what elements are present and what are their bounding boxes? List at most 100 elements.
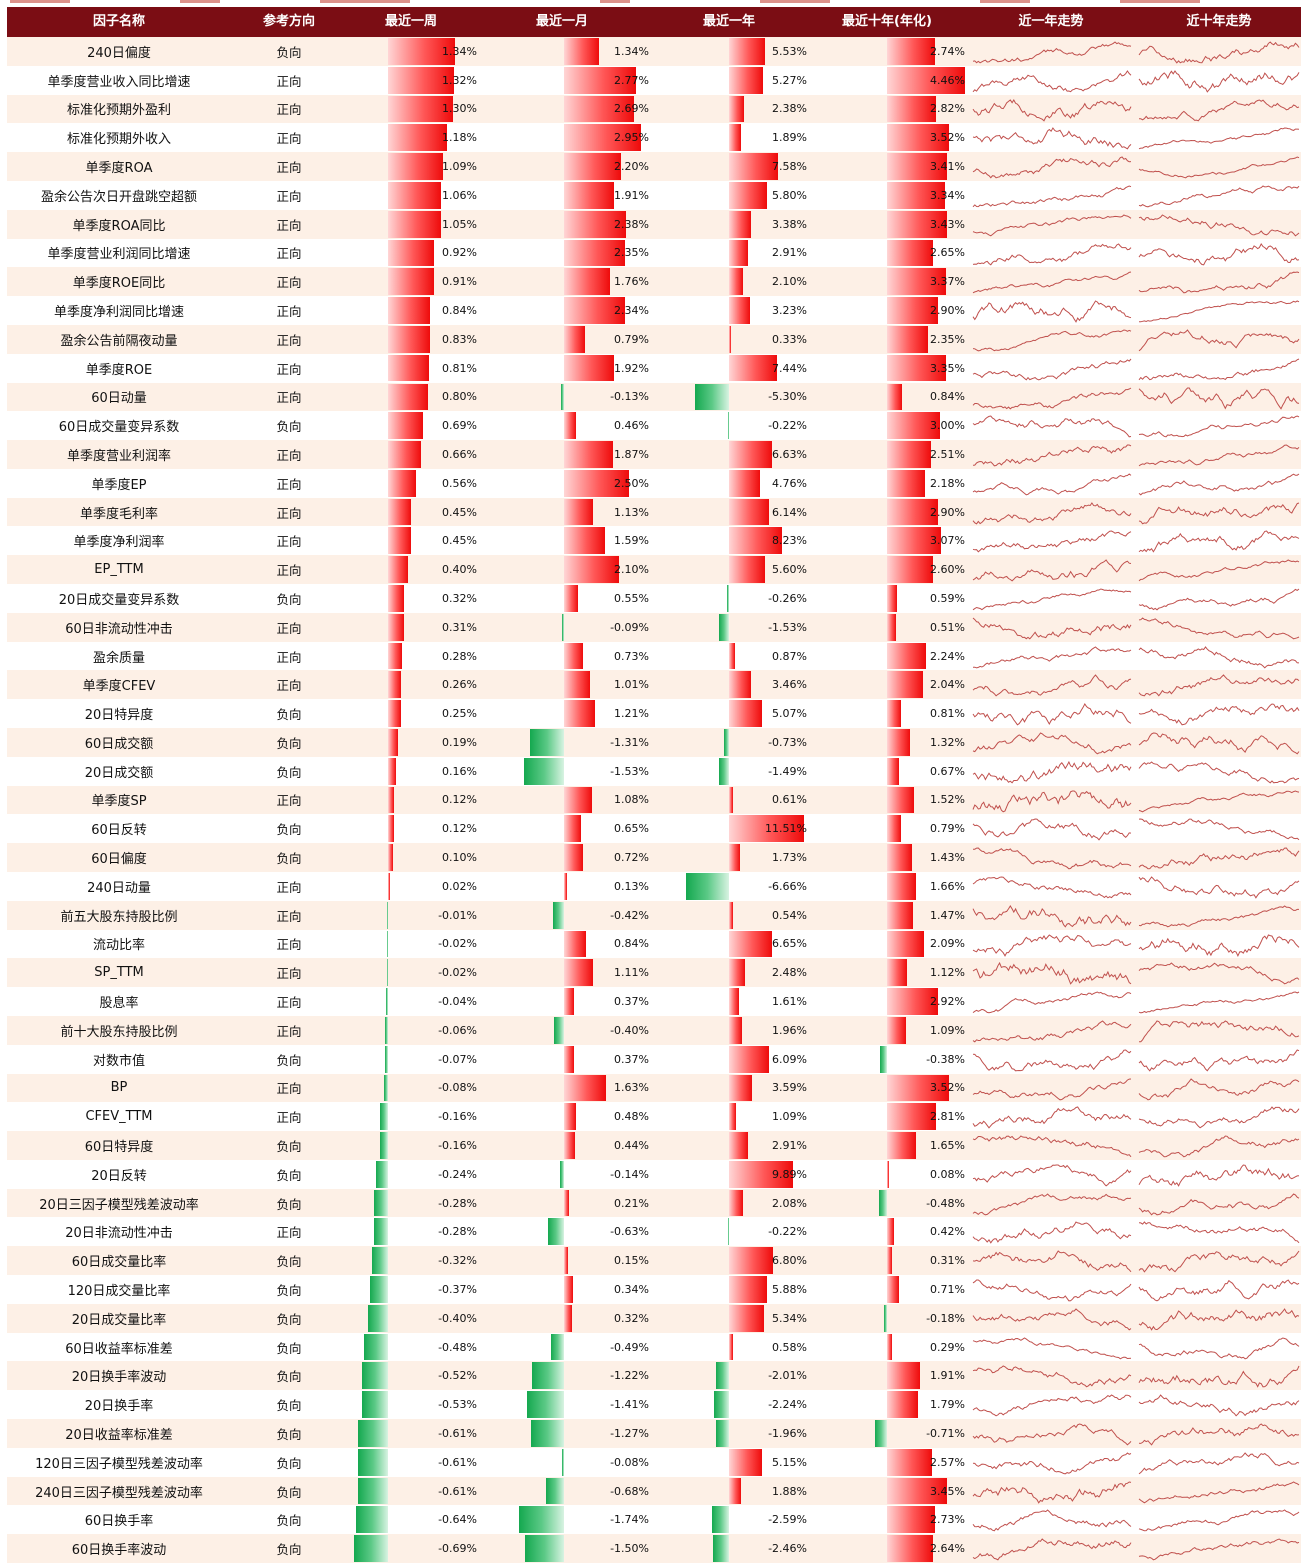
trend-10y-sparkline (1138, 41, 1300, 64)
trend-1y-sparkline (972, 588, 1132, 611)
trend-1y-sparkline (972, 646, 1132, 668)
month-value: 1.21% (614, 707, 649, 721)
month-value: 1.34% (614, 44, 649, 58)
trend-1y-sparkline (972, 1250, 1132, 1273)
decade-bar (887, 930, 924, 958)
decade-value: 2.57% (930, 1455, 965, 1469)
year-bar (729, 901, 733, 929)
week-bar (380, 1103, 388, 1131)
decade-value: 2.82% (930, 102, 965, 116)
year-bar (729, 700, 762, 727)
trend-1y-line (972, 1078, 1132, 1100)
week-value: 0.16% (442, 764, 477, 778)
week-value: 1.06% (442, 188, 477, 202)
year-value: -1.53% (768, 620, 807, 634)
decade-bar (887, 498, 938, 526)
week-bar (388, 729, 398, 756)
trend-10y-line (1138, 818, 1300, 841)
week-value: -0.32% (438, 1254, 477, 1268)
factor-direction: 负向 (276, 1196, 302, 1212)
factor-name: 20日成交量比率 (71, 1312, 167, 1328)
month-bar (564, 1189, 570, 1217)
year-value: 6.09% (772, 1052, 807, 1066)
year-value: 5.07% (772, 707, 807, 721)
trend-1y-line (972, 1481, 1132, 1504)
week-bar (388, 38, 455, 65)
trend-10y-sparkline (1138, 818, 1300, 841)
year-value: -0.26% (768, 591, 807, 605)
trend-1y-line (972, 214, 1132, 237)
factor-direction: 负向 (276, 1311, 302, 1327)
factor-name: 前五大股东持股比例 (60, 909, 178, 925)
trend-1y-line (972, 271, 1132, 294)
trend-1y-sparkline (972, 1221, 1132, 1245)
trend-1y-sparkline (972, 387, 1132, 409)
factor-name: 240日三因子模型残差波动率 (35, 1485, 203, 1501)
month-bar (564, 1132, 576, 1159)
year-bar (729, 181, 767, 209)
factor-name: 240日偏度 (87, 45, 151, 61)
decade-value: 1.32% (930, 735, 965, 749)
trend-10y-line (1138, 1366, 1300, 1389)
factor-direction: 负向 (276, 591, 302, 607)
factor-direction: 负向 (276, 1398, 302, 1414)
trend-1y-line (972, 1164, 1132, 1187)
factor-direction: 正向 (276, 102, 302, 118)
factor-name: 盈余公告前隔夜动量 (60, 333, 178, 349)
year-value: 1.61% (772, 995, 807, 1009)
trend-1y-sparkline (972, 41, 1132, 64)
trend-10y-sparkline (1138, 991, 1300, 1014)
year-bar (712, 1506, 729, 1534)
factor-direction: 正向 (276, 966, 302, 982)
year-bar (729, 1477, 742, 1505)
month-bar (527, 1391, 564, 1419)
year-value: -2.01% (768, 1369, 807, 1383)
decade-bar (887, 383, 902, 411)
month-bar (564, 930, 586, 958)
month-value: 2.50% (614, 476, 649, 490)
trend-1y-line (972, 1538, 1132, 1561)
table-row: CFEV_TTM 正向 -0.16% 0.48% 1.09% 2.81% (7, 1102, 1301, 1132)
week-bar (384, 1074, 388, 1102)
month-value: 0.48% (614, 1110, 649, 1124)
trend-1y-line (972, 904, 1132, 928)
year-bar (729, 642, 735, 670)
week-value: 0.25% (442, 707, 477, 721)
trend-10y-line (1138, 761, 1300, 784)
decade-bar (887, 613, 896, 641)
factor-direction: 负向 (276, 707, 302, 723)
decade-bar (887, 325, 929, 353)
year-value: 2.08% (772, 1196, 807, 1210)
week-value: 0.45% (442, 505, 477, 519)
trend-1y-line (973, 847, 1132, 870)
year-bar (729, 498, 769, 526)
trend-10y-line (1138, 617, 1300, 640)
trend-1y-line (972, 1509, 1132, 1532)
year-value: 9.89% (772, 1167, 807, 1181)
factor-direction: 负向 (276, 1484, 302, 1500)
top-strip-mark (10, 0, 70, 3)
decade-bar (887, 1506, 935, 1534)
trend-10y-line (1138, 703, 1300, 726)
table-row: EP_TTM 正向 0.40% 2.10% 5.60% 2.60% (7, 555, 1301, 585)
table-row: 20日反转 负向 -0.24% -0.14% 9.89% 0.08% (7, 1159, 1301, 1189)
week-value: 0.28% (442, 649, 477, 663)
year-bar (729, 297, 750, 324)
factor-direction: 正向 (276, 160, 302, 176)
table-row: 20日成交量比率 负向 -0.40% 0.32% 5.34% -0.18% (7, 1303, 1301, 1333)
week-value: -0.40% (438, 1311, 477, 1325)
trend-1y-sparkline (972, 214, 1132, 237)
week-bar (388, 642, 402, 670)
factor-name: 60日特异度 (84, 1140, 154, 1155)
week-bar (388, 527, 411, 555)
decade-value: 3.41% (930, 160, 965, 174)
decade-value: 2.04% (930, 678, 965, 692)
decade-bar (887, 1016, 907, 1044)
month-value: -1.22% (610, 1369, 649, 1383)
month-bar (546, 1477, 564, 1505)
factor-direction: 正向 (276, 361, 302, 377)
year-bar (715, 1362, 729, 1390)
week-bar (388, 469, 416, 497)
factor-direction: 正向 (276, 1023, 302, 1039)
trend-1y-sparkline (972, 1452, 1132, 1475)
